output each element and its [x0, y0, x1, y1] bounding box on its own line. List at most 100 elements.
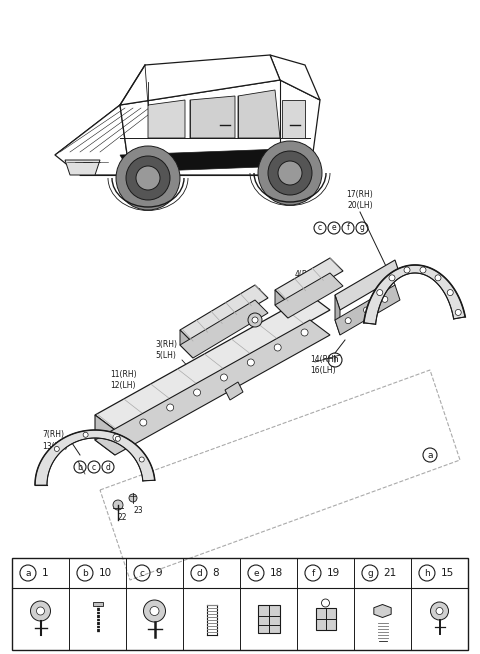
Text: 23: 23: [133, 506, 143, 515]
Text: 11(RH)
12(LH): 11(RH) 12(LH): [110, 370, 137, 390]
Polygon shape: [95, 415, 115, 455]
Text: 18: 18: [270, 568, 283, 578]
Polygon shape: [335, 295, 340, 335]
Text: e: e: [332, 224, 336, 233]
Text: f: f: [312, 568, 314, 577]
Text: 9: 9: [156, 568, 162, 578]
Polygon shape: [120, 55, 280, 105]
Polygon shape: [55, 105, 130, 175]
Text: a: a: [427, 451, 433, 460]
Polygon shape: [275, 290, 288, 318]
Circle shape: [435, 275, 441, 281]
Polygon shape: [148, 100, 185, 138]
Text: 2: 2: [255, 288, 260, 297]
Circle shape: [382, 296, 388, 302]
Circle shape: [377, 290, 383, 296]
Circle shape: [139, 457, 144, 462]
Circle shape: [31, 601, 50, 621]
Text: a: a: [25, 568, 31, 577]
Polygon shape: [120, 148, 315, 172]
Text: 14(RH)
16(LH): 14(RH) 16(LH): [310, 355, 337, 375]
Text: 15: 15: [441, 568, 454, 578]
Polygon shape: [190, 96, 235, 138]
Circle shape: [248, 313, 262, 327]
Polygon shape: [275, 258, 343, 303]
Text: h: h: [332, 356, 338, 364]
Circle shape: [150, 606, 159, 615]
Bar: [93, 602, 103, 606]
Text: 19: 19: [326, 568, 340, 578]
Circle shape: [129, 494, 137, 502]
Polygon shape: [180, 330, 193, 358]
Circle shape: [389, 275, 395, 281]
Text: e: e: [253, 568, 259, 577]
Text: b: b: [82, 568, 88, 577]
Polygon shape: [120, 80, 320, 175]
Circle shape: [113, 500, 123, 510]
Circle shape: [252, 317, 258, 323]
Circle shape: [126, 156, 170, 200]
Polygon shape: [95, 295, 330, 430]
Circle shape: [116, 146, 180, 210]
Polygon shape: [55, 105, 175, 155]
Circle shape: [301, 329, 308, 336]
Polygon shape: [275, 273, 343, 318]
Circle shape: [404, 267, 410, 273]
Polygon shape: [180, 300, 268, 358]
Text: g: g: [360, 224, 364, 233]
Text: 1: 1: [42, 568, 48, 578]
Text: c: c: [318, 224, 322, 233]
Polygon shape: [335, 285, 400, 335]
Bar: [12, 558, 468, 650]
Polygon shape: [238, 90, 280, 138]
Circle shape: [247, 359, 254, 366]
Circle shape: [54, 447, 60, 451]
Circle shape: [36, 607, 45, 615]
Circle shape: [420, 267, 426, 273]
Text: 21: 21: [384, 568, 397, 578]
Polygon shape: [180, 285, 268, 343]
Circle shape: [83, 432, 88, 438]
Text: 8: 8: [213, 568, 219, 578]
Text: 10: 10: [99, 568, 112, 578]
Circle shape: [436, 608, 443, 615]
Text: 22: 22: [118, 513, 128, 522]
Circle shape: [113, 434, 120, 441]
Polygon shape: [270, 55, 320, 100]
Polygon shape: [282, 100, 305, 138]
Circle shape: [258, 141, 322, 205]
Circle shape: [115, 436, 120, 441]
Circle shape: [431, 602, 448, 620]
Circle shape: [167, 404, 174, 411]
Text: 3(RH)
5(LH): 3(RH) 5(LH): [155, 340, 177, 360]
Text: 7(RH)
13(LH): 7(RH) 13(LH): [42, 430, 68, 451]
Polygon shape: [374, 604, 391, 617]
Circle shape: [455, 309, 461, 315]
Circle shape: [345, 318, 351, 324]
Circle shape: [268, 151, 312, 195]
Circle shape: [363, 307, 370, 313]
Circle shape: [322, 599, 329, 607]
Text: 17(RH)
20(LH): 17(RH) 20(LH): [347, 190, 373, 210]
Text: c: c: [140, 568, 144, 577]
Polygon shape: [95, 320, 330, 455]
Polygon shape: [35, 430, 155, 485]
Polygon shape: [225, 382, 243, 400]
Circle shape: [278, 161, 302, 185]
Bar: [257, 605, 279, 633]
Polygon shape: [335, 260, 400, 310]
Text: d: d: [196, 568, 202, 577]
Circle shape: [144, 600, 166, 622]
Bar: [315, 608, 336, 630]
Polygon shape: [364, 265, 465, 324]
Circle shape: [193, 389, 201, 396]
Text: d: d: [106, 462, 110, 472]
Text: h: h: [424, 568, 430, 577]
Polygon shape: [65, 160, 100, 175]
Circle shape: [220, 374, 228, 381]
Circle shape: [447, 290, 453, 296]
Text: g: g: [367, 568, 373, 577]
Circle shape: [136, 166, 160, 190]
Text: b: b: [78, 462, 83, 472]
Circle shape: [274, 344, 281, 351]
